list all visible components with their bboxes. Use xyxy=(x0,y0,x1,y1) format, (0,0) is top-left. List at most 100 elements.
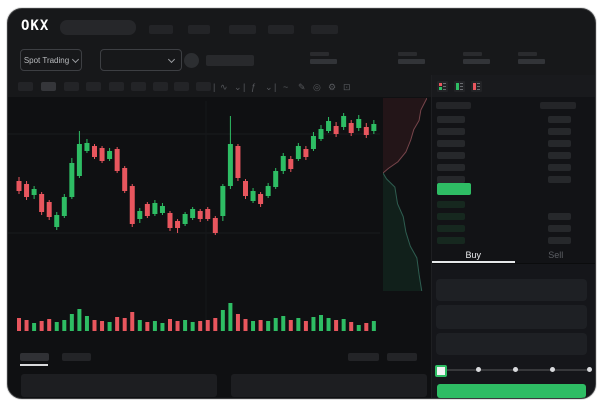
fullscreen-icon[interactable]: ⊡ xyxy=(343,82,351,92)
candlestick-chart[interactable] xyxy=(8,101,431,337)
divider: | xyxy=(243,82,246,92)
ask-price-placeholder[interactable] xyxy=(437,128,465,135)
candle xyxy=(250,191,256,201)
candle xyxy=(356,119,362,128)
market-type-dropdown[interactable]: Spot Trading xyxy=(20,49,82,71)
bid-price-placeholder[interactable] xyxy=(437,201,465,208)
candle xyxy=(190,209,196,218)
candle xyxy=(205,209,211,219)
nav-item-placeholder[interactable] xyxy=(229,25,256,34)
timeframe-button[interactable] xyxy=(109,82,124,91)
amount-slider-handle[interactable] xyxy=(435,365,447,377)
candle xyxy=(371,124,377,131)
timeframe-button[interactable] xyxy=(86,82,101,91)
icon-part xyxy=(443,89,446,90)
indicator-wave-icon[interactable]: ∿ xyxy=(220,82,228,92)
candle xyxy=(107,151,113,159)
timeframe-button[interactable] xyxy=(131,82,146,91)
sell-tab[interactable]: Sell xyxy=(548,249,564,260)
slider-stop-dot[interactable] xyxy=(513,367,518,372)
buy-button[interactable] xyxy=(437,384,586,398)
candle xyxy=(258,194,264,204)
timeframe-button[interactable] xyxy=(174,82,189,91)
nav-item-placeholder[interactable] xyxy=(311,25,338,34)
bid-price-placeholder[interactable] xyxy=(437,225,465,232)
candle xyxy=(341,116,347,127)
candle xyxy=(167,213,173,228)
footer-control-placeholder[interactable] xyxy=(387,353,417,361)
ask-size-placeholder xyxy=(548,140,571,147)
last-price-highlight[interactable] xyxy=(437,183,471,195)
footer-table-placeholder xyxy=(21,374,217,397)
indicator-fx-icon[interactable]: ƒ xyxy=(251,82,257,92)
slider-stop-dot[interactable] xyxy=(587,367,592,372)
candle xyxy=(295,146,301,159)
footer-tab[interactable] xyxy=(62,353,91,361)
candle xyxy=(318,129,324,139)
camera-icon[interactable]: ◎ xyxy=(313,82,321,92)
bid-price-placeholder[interactable] xyxy=(437,213,465,220)
timeframe-button[interactable] xyxy=(41,82,56,91)
slider-stop-dot[interactable] xyxy=(550,367,555,372)
line-tool-icon[interactable]: ~ xyxy=(283,82,289,92)
trade-tabs: Buy Sell xyxy=(432,246,595,264)
ask-size-placeholder xyxy=(548,128,571,135)
icon-part xyxy=(477,86,480,87)
icon-part xyxy=(460,86,463,87)
candle xyxy=(363,127,369,135)
search-input[interactable] xyxy=(60,20,136,35)
ask-size-placeholder xyxy=(548,164,571,171)
candle xyxy=(265,186,271,196)
timeframe-button[interactable] xyxy=(196,82,211,91)
book-col-header-placeholder xyxy=(436,102,471,109)
icon-part xyxy=(460,89,463,90)
candle xyxy=(54,215,60,227)
candle xyxy=(16,181,22,191)
settings-icon[interactable]: ⚙ xyxy=(328,82,337,92)
amount-input[interactable] xyxy=(436,305,587,329)
price-input[interactable] xyxy=(436,279,587,301)
chevron-down-icon[interactable]: ⌄ xyxy=(234,82,242,92)
nav-item-placeholder[interactable] xyxy=(149,25,173,34)
buy-tab[interactable]: Buy xyxy=(432,246,515,263)
book-view-book-both-icon[interactable] xyxy=(437,81,448,92)
candle xyxy=(227,144,233,186)
bid-price-placeholder[interactable] xyxy=(437,237,465,244)
footer-tab-active[interactable] xyxy=(20,353,49,361)
candle xyxy=(137,211,143,219)
chevron-down-icon[interactable]: ⌄ xyxy=(265,82,273,92)
ask-price-placeholder[interactable] xyxy=(437,116,465,123)
draw-tool-icon[interactable]: ✎ xyxy=(298,82,306,92)
timeframe-button[interactable] xyxy=(64,82,79,91)
pair-selector-dropdown[interactable] xyxy=(100,49,182,71)
candle xyxy=(175,221,181,228)
candle xyxy=(99,148,105,161)
nav-item-placeholder[interactable] xyxy=(268,25,294,34)
nav-item-placeholder[interactable] xyxy=(188,25,210,34)
market-type-label: Spot Trading xyxy=(23,55,70,65)
candle xyxy=(46,202,52,217)
timeframe-button[interactable] xyxy=(18,82,33,91)
footer-control-placeholder[interactable] xyxy=(348,353,379,361)
timeframe-button[interactable] xyxy=(153,82,168,91)
candle xyxy=(152,203,158,214)
book-view-bids-only-icon[interactable] xyxy=(454,81,465,92)
ask-price-placeholder[interactable] xyxy=(437,164,465,171)
slider-stop-dot[interactable] xyxy=(476,367,481,372)
ask-price-placeholder[interactable] xyxy=(437,152,465,159)
stat-label-placeholder xyxy=(310,52,329,56)
ask-size-placeholder xyxy=(548,116,571,123)
candle xyxy=(84,143,90,151)
bid-size-placeholder xyxy=(548,213,571,220)
stat-value-placeholder xyxy=(398,59,425,64)
book-view-asks-only-icon[interactable] xyxy=(471,81,482,92)
ask-price-placeholder[interactable] xyxy=(437,176,465,183)
candle xyxy=(92,146,97,157)
candle xyxy=(333,126,339,134)
total-input[interactable] xyxy=(436,333,587,355)
ask-price-placeholder[interactable] xyxy=(437,140,465,147)
stat-label-placeholder xyxy=(463,52,482,56)
ask-size-placeholder xyxy=(548,152,571,159)
candle xyxy=(61,197,67,216)
footer-tab-underline xyxy=(20,364,48,366)
